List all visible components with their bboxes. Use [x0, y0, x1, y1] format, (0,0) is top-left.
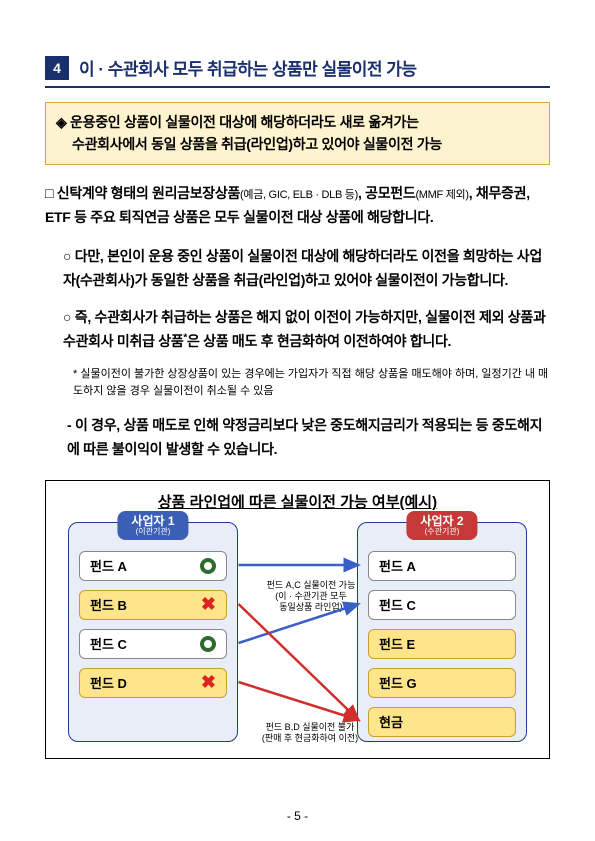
group1-title: 사업자 1	[131, 514, 174, 528]
diagram-title: 상품 라인업에 따른 실물이전 가능 여부(예시)	[58, 491, 537, 512]
fund-item-c2: 펀드 C	[368, 590, 516, 620]
fund-label: 펀드 C	[90, 634, 127, 653]
fund-label: 펀드 E	[379, 634, 415, 653]
fund-label: 펀드 B	[90, 595, 127, 614]
annot1-l2: (이 · 수관기관 모두	[256, 591, 366, 602]
diagram-inner: 사업자 1 (이관기관) 펀드 A 펀드 B ✖ 펀드 C 펀드 D ✖	[58, 522, 537, 742]
fund-item-g: 펀드 G	[368, 668, 516, 698]
annot1-l3: 동일상품 라인업)	[256, 602, 366, 613]
annotation-nontransferable: 펀드 B,D 실물이전 불가 (판매 후 현금화하여 이전)	[250, 722, 370, 744]
group-right: 사업자 2 (수관기관) 펀드 A 펀드 C 펀드 E 펀드 G 현금	[357, 522, 527, 742]
fund-item-a2: 펀드 A	[368, 551, 516, 581]
annot2-l1: 펀드 B,D 실물이전 불가	[250, 722, 370, 733]
fund-item-d: 펀드 D ✖	[79, 668, 227, 698]
section-number-badge: 4	[45, 56, 69, 80]
highlight-line1: ◈ 운용중인 상품이 실물이전 대상에 해당하더라도 새로 옮겨가는	[56, 111, 539, 133]
sub2b: 은 상품 매도 후 현금화하여 이전하여야 합니다.	[187, 333, 451, 349]
fund-item-cash: 현금	[368, 707, 516, 737]
highlight-line2: 수관회사에서 동일 상품을 취급(라인업)하고 있어야 실물이전 가능	[56, 133, 539, 155]
section-header: 4 이 · 수관회사 모두 취급하는 상품만 실물이전 가능	[45, 55, 550, 88]
group2-sub: (수관기관)	[420, 528, 463, 537]
ok-icon	[200, 558, 216, 574]
fund-label: 펀드 A	[379, 556, 416, 575]
footnote: * 실물이전이 불가한 상장상품이 있는 경우에는 가입자가 직접 해당 상품을…	[73, 366, 550, 401]
dash-paragraph: - 이 경우, 상품 매도로 인해 약정금리보다 낮은 중도해지금리가 적용되는…	[67, 413, 550, 462]
fund-item-e: 펀드 E	[368, 629, 516, 659]
fund-label: 현금	[379, 712, 403, 731]
group-right-header: 사업자 2 (수관기관)	[406, 511, 477, 540]
para1-small2: (MMF 제외)	[415, 189, 468, 201]
para1-small1: (예금, GIC, ELB · DLB 등)	[240, 189, 358, 201]
para1-prefix: □ 신탁계약 형태의 원리금보장상품	[45, 185, 240, 201]
fund-item-a: 펀드 A	[79, 551, 227, 581]
annotation-transferable: 펀드 A,C 실물이전 가능 (이 · 수관기관 모두 동일상품 라인업)	[256, 580, 366, 612]
group-left-header: 사업자 1 (이관기관)	[117, 511, 188, 540]
paragraph-main: □ 신탁계약 형태의 원리금보장상품(예금, GIC, ELB · DLB 등)…	[45, 181, 550, 230]
sub-paragraph-1: ○ 다만, 본인이 운용 중인 상품이 실물이전 대상에 해당하더라도 이전을 …	[63, 244, 550, 293]
fund-label: 펀드 G	[379, 673, 417, 692]
annot1-l1: 펀드 A,C 실물이전 가능	[256, 580, 366, 591]
diagram-container: 상품 라인업에 따른 실물이전 가능 여부(예시) 사업자 1 (이관기관) 펀…	[45, 480, 550, 759]
highlight-box: ◈ 운용중인 상품이 실물이전 대상에 해당하더라도 새로 옮겨가는 수관회사에…	[45, 102, 550, 165]
para1-mid: , 공모펀드	[358, 185, 416, 201]
ok-icon	[200, 636, 216, 652]
x-icon: ✖	[201, 672, 216, 693]
fund-label: 펀드 A	[90, 556, 127, 575]
page-number: - 5 -	[0, 809, 595, 823]
fund-label: 펀드 D	[90, 673, 127, 692]
fund-item-c: 펀드 C	[79, 629, 227, 659]
group2-title: 사업자 2	[420, 514, 463, 528]
sub-paragraph-2: ○ 즉, 수관회사가 취급하는 상품은 해지 없이 이전이 가능하지만, 실물이…	[63, 305, 550, 354]
group-left: 사업자 1 (이관기관) 펀드 A 펀드 B ✖ 펀드 C 펀드 D ✖	[68, 522, 238, 742]
x-icon: ✖	[201, 594, 216, 615]
annot2-l2: (판매 후 현금화하여 이전)	[250, 733, 370, 744]
section-title: 이 · 수관회사 모두 취급하는 상품만 실물이전 가능	[79, 55, 417, 80]
group1-sub: (이관기관)	[131, 528, 174, 537]
fund-item-b: 펀드 B ✖	[79, 590, 227, 620]
fund-label: 펀드 C	[379, 595, 416, 614]
